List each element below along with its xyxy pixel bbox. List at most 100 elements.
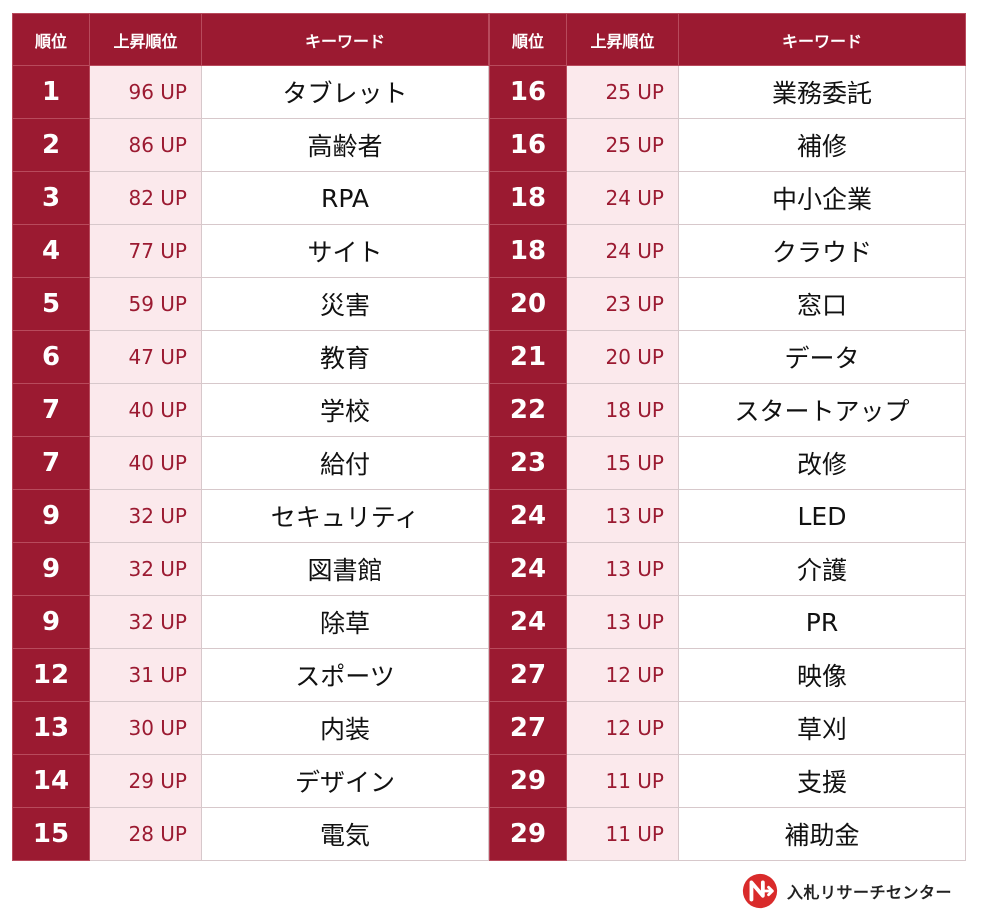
rank-cell: 16 xyxy=(489,65,567,119)
rank-cell: 29 xyxy=(489,754,567,808)
table-body-right: 16 25 UP 業務委託 16 25 UP 補修 18 24 UP 中小企業 18 24 UP クラ… xyxy=(489,65,966,861)
keyword-cell: 除草 xyxy=(201,595,489,649)
rank-cell: 9 xyxy=(12,489,90,543)
table-row: 23 15 UP 改修 xyxy=(489,436,966,490)
keyword-cell: 補修 xyxy=(678,118,966,172)
keyword-cell: PR xyxy=(678,595,966,649)
table-row: 16 25 UP 補修 xyxy=(489,118,966,172)
table-row: 7 40 UP 給付 xyxy=(12,436,489,490)
table-row: 29 11 UP 支援 xyxy=(489,754,966,808)
rank-cell: 9 xyxy=(12,595,90,649)
rise-cell: 12 UP xyxy=(566,648,679,702)
table-row: 7 40 UP 学校 xyxy=(12,383,489,437)
keyword-cell: 支援 xyxy=(678,754,966,808)
keyword-cell: 改修 xyxy=(678,436,966,490)
rise-cell: 23 UP xyxy=(566,277,679,331)
rank-cell: 24 xyxy=(489,595,567,649)
rank-cell: 21 xyxy=(489,330,567,384)
table-row: 4 77 UP サイト xyxy=(12,224,489,278)
keyword-cell: デザイン xyxy=(201,754,489,808)
keyword-cell: 窓口 xyxy=(678,277,966,331)
header-keyword: キーワード xyxy=(678,13,966,66)
footer-logo: 入札リサーチセンター xyxy=(741,872,952,910)
table-row: 3 82 UP RPA xyxy=(12,171,489,225)
table-row: 2 86 UP 高齢者 xyxy=(12,118,489,172)
keyword-cell: 教育 xyxy=(201,330,489,384)
rank-cell: 27 xyxy=(489,648,567,702)
rank-cell: 9 xyxy=(12,542,90,596)
table-row: 14 29 UP デザイン xyxy=(12,754,489,808)
rank-cell: 13 xyxy=(12,701,90,755)
rise-cell: 13 UP xyxy=(566,595,679,649)
keyword-cell: 草刈 xyxy=(678,701,966,755)
rise-cell: 47 UP xyxy=(89,330,202,384)
rise-cell: 29 UP xyxy=(89,754,202,808)
keyword-cell: 図書館 xyxy=(201,542,489,596)
table-row: 9 32 UP セキュリティ xyxy=(12,489,489,543)
table-row: 9 32 UP 除草 xyxy=(12,595,489,649)
rise-cell: 32 UP xyxy=(89,489,202,543)
rank-cell: 22 xyxy=(489,383,567,437)
footer-logo-text: 入札リサーチセンター xyxy=(786,883,952,902)
rank-cell: 5 xyxy=(12,277,90,331)
rise-cell: 25 UP xyxy=(566,118,679,172)
keyword-cell: タブレット xyxy=(201,65,489,119)
table-row: 21 20 UP データ xyxy=(489,330,966,384)
rank-cell: 6 xyxy=(12,330,90,384)
rise-cell: 40 UP xyxy=(89,436,202,490)
rise-cell: 32 UP xyxy=(89,542,202,596)
rise-cell: 24 UP xyxy=(566,171,679,225)
rank-cell: 7 xyxy=(12,383,90,437)
keyword-cell: クラウド xyxy=(678,224,966,278)
rise-cell: 13 UP xyxy=(566,542,679,596)
keyword-cell: 災害 xyxy=(201,277,489,331)
keyword-cell: スタートアップ xyxy=(678,383,966,437)
rank-cell: 14 xyxy=(12,754,90,808)
table-row: 9 32 UP 図書館 xyxy=(12,542,489,596)
header-rise: 上昇順位 xyxy=(566,13,679,66)
table-header-row: 順位 上昇順位 キーワード xyxy=(12,13,489,66)
table-row: 22 18 UP スタートアップ xyxy=(489,383,966,437)
header-rank: 順位 xyxy=(12,13,90,66)
table-row: 27 12 UP 草刈 xyxy=(489,701,966,755)
rise-cell: 86 UP xyxy=(89,118,202,172)
rise-cell: 20 UP xyxy=(566,330,679,384)
rank-cell: 7 xyxy=(12,436,90,490)
rank-cell: 20 xyxy=(489,277,567,331)
rise-cell: 59 UP xyxy=(89,277,202,331)
keyword-cell: 介護 xyxy=(678,542,966,596)
table-row: 29 11 UP 補助金 xyxy=(489,807,966,861)
rank-cell: 1 xyxy=(12,65,90,119)
rise-cell: 31 UP xyxy=(89,648,202,702)
rank-cell: 16 xyxy=(489,118,567,172)
keyword-cell: 高齢者 xyxy=(201,118,489,172)
header-rank: 順位 xyxy=(489,13,567,66)
keyword-cell: 映像 xyxy=(678,648,966,702)
rise-cell: 18 UP xyxy=(566,383,679,437)
table-row: 24 13 UP PR xyxy=(489,595,966,649)
keyword-cell: 内装 xyxy=(201,701,489,755)
rank-cell: 24 xyxy=(489,489,567,543)
keyword-cell: 給付 xyxy=(201,436,489,490)
rank-cell: 29 xyxy=(489,807,567,861)
rank-cell: 4 xyxy=(12,224,90,278)
rise-cell: 32 UP xyxy=(89,595,202,649)
rank-cell: 27 xyxy=(489,701,567,755)
rank-cell: 12 xyxy=(12,648,90,702)
rank-cell: 18 xyxy=(489,171,567,225)
rise-cell: 40 UP xyxy=(89,383,202,437)
keyword-cell: スポーツ xyxy=(201,648,489,702)
table-row: 1 96 UP タブレット xyxy=(12,65,489,119)
rise-cell: 11 UP xyxy=(566,807,679,861)
rank-cell: 24 xyxy=(489,542,567,596)
rise-cell: 25 UP xyxy=(566,65,679,119)
rise-cell: 28 UP xyxy=(89,807,202,861)
table-row: 18 24 UP クラウド xyxy=(489,224,966,278)
header-rise: 上昇順位 xyxy=(89,13,202,66)
keyword-cell: 学校 xyxy=(201,383,489,437)
rise-cell: 24 UP xyxy=(566,224,679,278)
ranking-table-left: 順位 上昇順位 キーワード 1 96 UP タブレット 2 86 UP 高齢者 3 82 UP… xyxy=(12,13,489,861)
nyusatsu-research-center-logo-icon xyxy=(742,873,778,909)
rise-cell: 13 UP xyxy=(566,489,679,543)
table-row: 6 47 UP 教育 xyxy=(12,330,489,384)
